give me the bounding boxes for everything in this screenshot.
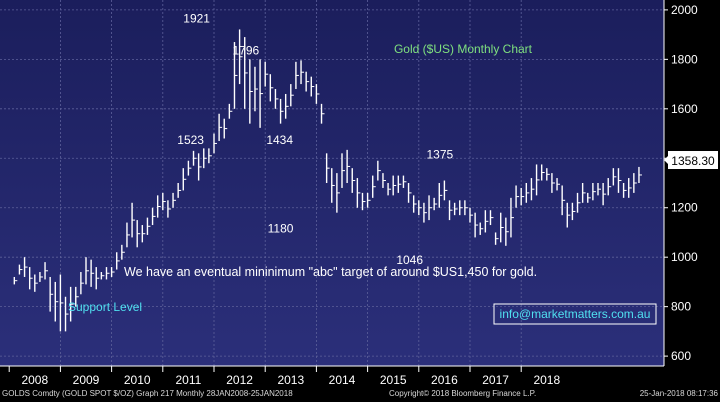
annotation-label: 1434: [266, 133, 293, 147]
y-tick-label: 1000: [671, 250, 698, 264]
x-axis: 2008 2009 2010 2011 2012 2013 2014 2015 2016 2017…: [0, 365, 664, 387]
annotation-label: 1921: [183, 11, 210, 25]
y-tick-label: 2000: [671, 3, 698, 17]
x-tick-label: 2017: [482, 373, 509, 387]
annotation-label: 1046: [396, 253, 423, 267]
y-tick-label: 1200: [671, 201, 698, 215]
x-tick-label: 2013: [277, 373, 304, 387]
y-axis: 600800100012001400160018002000: [663, 0, 698, 366]
footer-copyright: Copyright© 2018 Bloomberg Finance L.P.: [389, 389, 537, 398]
annotations: 1921 1796 1523 1434 1180 1375 1046: [177, 11, 453, 266]
annotation-label: 1796: [232, 43, 259, 57]
y-tick-label: 1800: [671, 52, 698, 66]
footer-timestamp: 25-Jan-2018 08:17:36: [639, 389, 718, 398]
x-tick-label: 2014: [329, 373, 356, 387]
y-tick-label: 600: [671, 349, 691, 363]
x-tick-label: 2010: [124, 373, 151, 387]
last-price-label: 1358.30: [671, 154, 715, 168]
y-tick-label: 1600: [671, 102, 698, 116]
x-tick-label: 2008: [21, 373, 48, 387]
annotation-label: 1180: [268, 222, 294, 236]
footer-bar: GOLDS Comdty (GOLD SPOT $/OZ) Graph 217 …: [0, 388, 720, 402]
x-tick-label: 2018: [533, 373, 560, 387]
x-tick-label: 2012: [226, 373, 253, 387]
last-price-tag: [668, 151, 718, 169]
x-tick-label: 2015: [380, 373, 407, 387]
grid-lines: [0, 0, 664, 366]
footer-ticker: GOLDS Comdty (GOLD SPOT $/OZ) Graph 217 …: [2, 389, 293, 398]
x-tick-label: 2011: [175, 373, 201, 387]
annotation-label: 1523: [177, 133, 204, 147]
support-level-label: Support Level: [68, 300, 142, 314]
contact-email[interactable]: info@marketmatters.com.au: [500, 307, 651, 321]
chart-title: Gold ($US) Monthly Chart: [394, 42, 533, 56]
x-tick-label: 2009: [73, 373, 100, 387]
price-bars: [13, 29, 642, 332]
target-comment: We have an eventual mininimum "abc" targ…: [124, 265, 537, 279]
y-tick-label: 800: [671, 300, 691, 314]
x-tick-label: 2016: [431, 373, 458, 387]
contact-box: [493, 303, 657, 325]
annotation-label: 1375: [426, 147, 453, 161]
